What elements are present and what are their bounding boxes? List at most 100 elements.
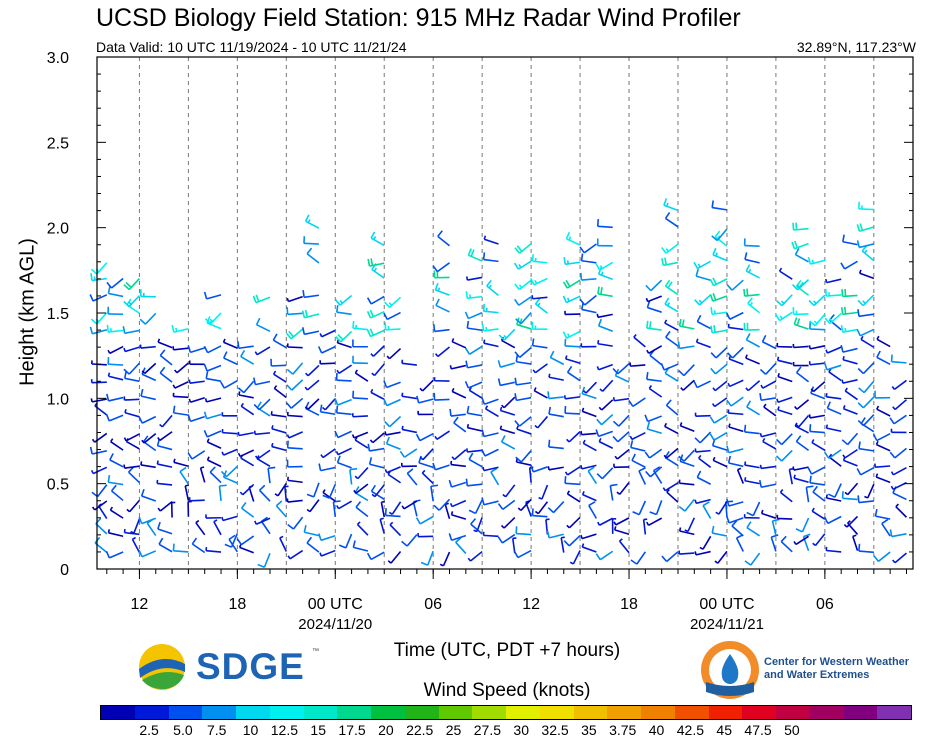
wind-barb (628, 397, 646, 408)
cw3e-logo: Center for Western Weather and Water Ext… (700, 640, 910, 700)
wind-barb (89, 326, 108, 335)
wind-barb (664, 212, 679, 228)
wind-barb (874, 390, 891, 399)
wind-barb (173, 458, 189, 468)
wind-barb (664, 319, 679, 331)
wind-barb (876, 405, 891, 417)
wind-barb (856, 223, 875, 233)
wind-barb (743, 424, 760, 435)
wind-barb (449, 499, 467, 508)
wind-barb (366, 295, 385, 305)
wind-barb (514, 377, 532, 386)
wind-barb (693, 380, 711, 389)
wind-barb (302, 290, 320, 299)
wind-barb (287, 516, 304, 530)
wind-barb (710, 307, 728, 316)
wind-barb (335, 373, 352, 382)
wind-barb (876, 335, 891, 348)
sdge-trademark: ™ (312, 648, 319, 655)
wind-barb (562, 295, 581, 304)
wind-barb (352, 355, 368, 365)
wind-barb (433, 324, 450, 333)
wind-barb (597, 517, 614, 526)
wind-barb (106, 277, 124, 289)
wind-barb (206, 456, 222, 468)
wind-barb (466, 320, 483, 332)
wind-barb (335, 405, 352, 416)
wind-barb (531, 508, 548, 518)
wind-barb (513, 260, 532, 270)
wind-barb (631, 453, 646, 468)
wind-barb (661, 243, 679, 254)
wind-barb (644, 448, 663, 459)
wind-barb (779, 489, 793, 503)
wind-barb (220, 380, 238, 389)
colorbar-tick-label: 7.5 (206, 722, 227, 738)
wind-barb (384, 466, 401, 474)
wind-barb (238, 391, 254, 399)
wind-barb (709, 293, 728, 302)
wind-barb (514, 416, 532, 427)
wind-barb (825, 346, 842, 354)
wind-barb (285, 328, 304, 340)
wind-barb (433, 270, 450, 279)
wind-barb (355, 501, 369, 518)
wind-barb (595, 261, 614, 271)
wind-barb (731, 520, 744, 537)
wind-barb (809, 321, 825, 331)
colorbar-segment (404, 706, 439, 719)
wind-barb (562, 279, 581, 289)
wind-barb (711, 397, 728, 408)
wind-barb (564, 405, 581, 415)
wind-barb (270, 358, 287, 367)
wind-barb (481, 397, 499, 405)
wind-barb (354, 467, 369, 480)
wind-barb (367, 258, 385, 267)
wind-barb (228, 534, 239, 553)
wind-barb (795, 366, 810, 383)
wind-barb (123, 362, 141, 375)
x-tick-label: 12 (522, 596, 540, 613)
wind-barb (710, 346, 728, 359)
wind-barb (612, 431, 630, 443)
wind-barb (889, 414, 907, 425)
colorbar-segment (236, 706, 270, 719)
wind-barb (465, 276, 483, 281)
wind-barb (587, 466, 598, 485)
wind-barb (678, 550, 695, 555)
wind-barb (199, 466, 206, 483)
cw3e-name: Center for Western Weather and Water Ext… (764, 656, 910, 681)
wind-barb (595, 550, 614, 561)
wind-barb (253, 398, 271, 411)
wind-barb (138, 516, 157, 525)
wind-barb (279, 535, 288, 552)
wind-barb (629, 362, 646, 367)
wind-barb (546, 530, 564, 539)
wind-barb (744, 461, 760, 469)
wind-barb (205, 546, 222, 553)
wind-barb (172, 381, 189, 389)
wind-barb (857, 362, 875, 375)
y-tick-label: 3.0 (47, 50, 69, 67)
wind-barb (465, 291, 483, 300)
wind-barb (759, 432, 777, 438)
wind-barb (335, 447, 352, 456)
wind-barb (565, 231, 581, 246)
wind-barb (89, 294, 108, 302)
wind-barb (419, 379, 434, 392)
wind-barb (239, 483, 255, 496)
wind-barb (90, 398, 107, 403)
wind-barb (763, 403, 777, 417)
wind-barb (237, 380, 255, 394)
wind-barb (891, 379, 907, 391)
wind-barb (807, 466, 826, 475)
wind-barb (776, 356, 793, 365)
wind-barb (306, 536, 320, 553)
wind-barb (808, 294, 826, 307)
wind-barb (383, 311, 401, 321)
wind-barb (384, 296, 402, 308)
wind-barb (794, 399, 810, 410)
wind-barb (322, 398, 336, 411)
wind-barb (90, 379, 107, 384)
wind-barb (497, 533, 516, 544)
